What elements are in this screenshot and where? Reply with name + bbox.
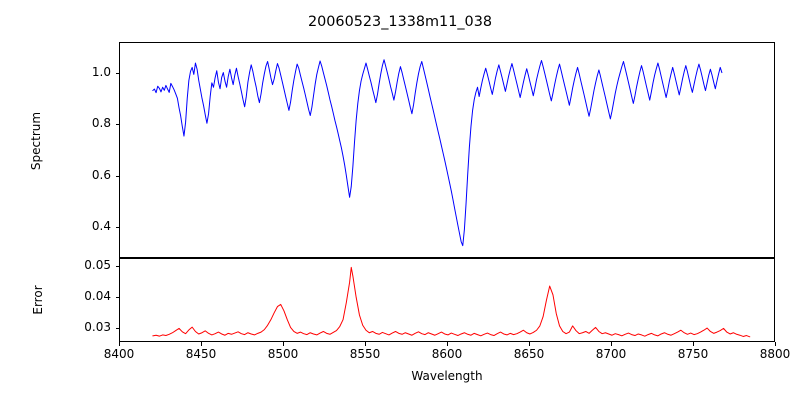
spectrum-ytick-label: 0.8 [91,116,111,131]
x-axis-tick [611,342,612,346]
spectrum-ytick [115,175,119,177]
x-axis-tick [119,342,120,346]
spectrum-ytick-label: 1.0 [91,64,111,79]
spectrum-ytick [115,227,119,229]
error-ytick [115,328,119,329]
spectrum-ytick-label: 0.6 [91,167,111,182]
x-axis-tick-label: 8550 [349,347,381,361]
x-axis-tick-label: 8400 [103,347,135,361]
x-axis-tick [693,342,694,346]
spectrum-y-axis-label: Spectrum [29,111,43,171]
x-axis-tick-label: 8500 [267,347,299,361]
x-axis-tick [201,342,202,346]
x-axis-label: Wavelength [411,369,483,383]
spectrum-line-series [152,59,723,247]
x-axis-tick [283,342,284,346]
x-axis-tick-label: 8750 [677,347,709,361]
error-ytick [115,265,119,267]
error-ytick [115,296,119,298]
error-ytick-label: 0.04 [84,288,111,303]
spectrum-ytick [115,124,119,126]
x-axis-tick [529,342,530,346]
x-axis-tick [775,342,776,346]
x-axis-tick [365,342,366,346]
error-y-axis-label: Error [31,285,45,315]
x-axis-tick-label: 8700 [595,347,627,361]
spectrum-plot-area [119,42,775,258]
error-ytick-label: 0.03 [84,320,111,334]
error-plot-area [119,258,775,342]
x-axis-tick-label: 8450 [185,347,217,361]
x-axis-tick-label: 8800 [759,347,791,361]
x-axis-tick-label: 8600 [431,347,463,361]
x-axis-tick-label: 8650 [513,347,545,361]
x-axis-tick [447,342,448,346]
spectrum-ytick-label: 0.4 [91,219,111,234]
error-ytick-label: 0.05 [84,257,111,272]
spectrum-ytick [115,72,119,74]
figure-title: 20060523_1338m11_038 [307,14,493,30]
error-line-series [152,266,751,338]
